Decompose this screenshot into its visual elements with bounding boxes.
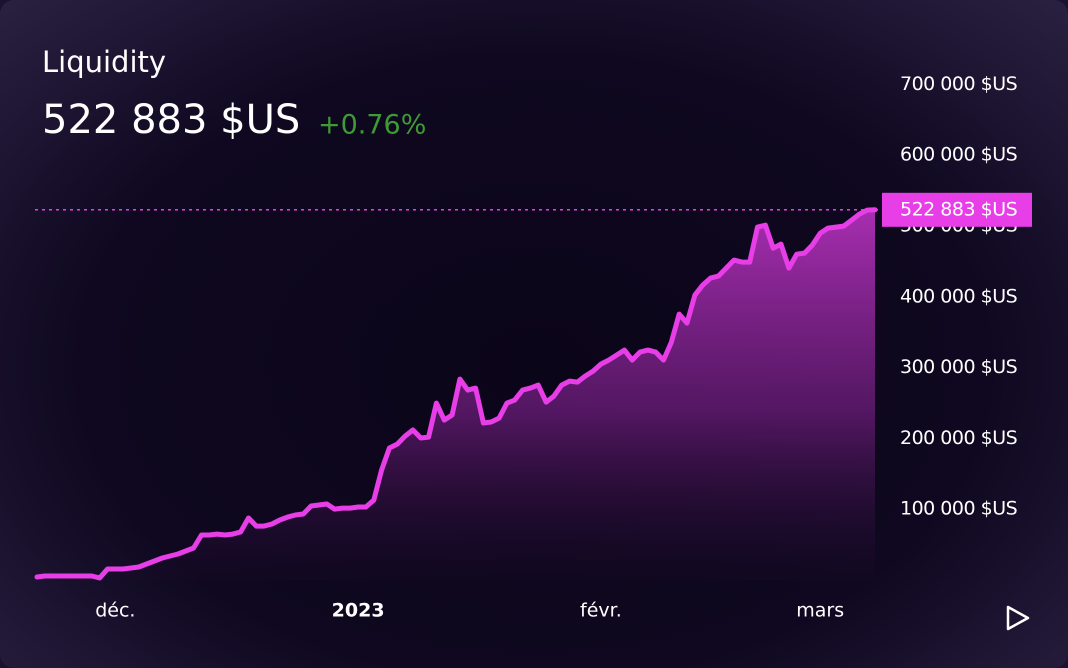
- current-value-tag: [882, 192, 1032, 227]
- chart-title: Liquidity: [42, 45, 166, 79]
- y-tick-label: 600 000 $US: [900, 144, 1017, 166]
- y-tick-label: 100 000 $US: [900, 498, 1017, 520]
- play-button[interactable]: [1006, 605, 1030, 631]
- current-value: 522 883 $US: [42, 97, 300, 143]
- y-tick-label: 700 000 $US: [900, 73, 1017, 95]
- area-fill: [37, 209, 875, 581]
- x-tick-label: 2023: [332, 600, 385, 622]
- y-tick-label: 300 000 $US: [900, 356, 1017, 378]
- y-tick-label: 400 000 $US: [900, 285, 1017, 307]
- x-tick-label: févr.: [580, 600, 622, 622]
- x-tick-label: mars: [796, 600, 844, 622]
- line: [34, 207, 878, 581]
- x-tick-label: déc.: [95, 600, 135, 622]
- change: +0.76%: [318, 110, 426, 141]
- y-tick-label: 200 000 $US: [900, 427, 1017, 449]
- current-value-tag-label: 522 883 $US: [900, 198, 1017, 220]
